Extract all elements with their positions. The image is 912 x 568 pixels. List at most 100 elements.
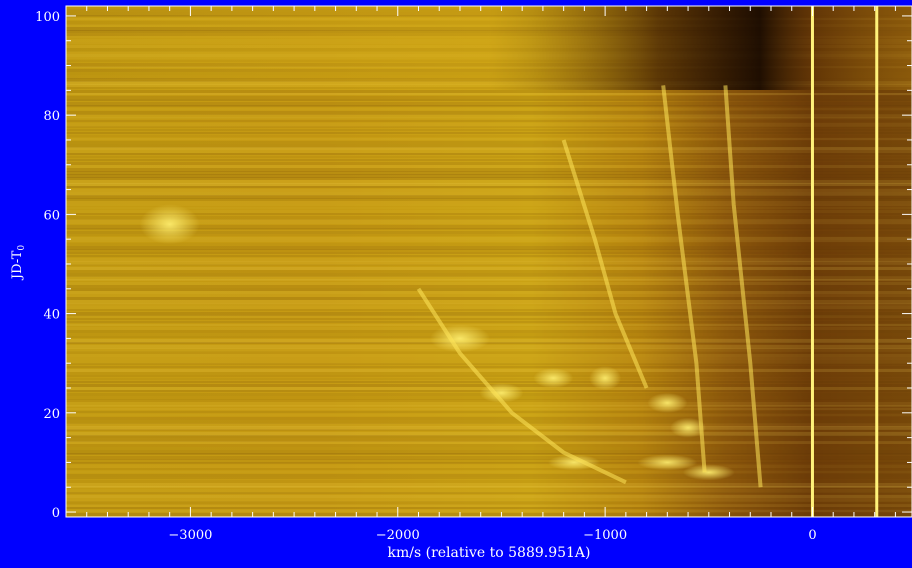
x-tick-label: −3000 <box>168 528 212 543</box>
heatmap-stripe <box>66 417 912 420</box>
heatmap-stripe <box>66 276 912 280</box>
emission-feature <box>548 454 601 471</box>
heatmap-stripe <box>66 288 912 291</box>
heatmap-stripe <box>66 225 912 229</box>
heatmap-stripe <box>66 480 912 483</box>
heatmap-stripe <box>66 498 912 502</box>
heatmap-stripe <box>66 423 912 427</box>
heatmap-stripe <box>66 369 912 372</box>
heatmap-stripe <box>66 363 912 365</box>
heatmap-stripe <box>66 240 912 242</box>
heatmap-stripe <box>66 201 912 204</box>
heatmap-stripe <box>66 426 912 430</box>
heatmap-stripe <box>66 429 912 431</box>
heatmap-stripe <box>66 231 912 234</box>
heatmap-stripe <box>66 315 912 318</box>
y-tick-label: 60 <box>43 208 60 223</box>
y-axis-label: JD-T0 <box>10 245 27 281</box>
heatmap-stripe <box>66 189 912 192</box>
heatmap-stripe <box>66 219 912 222</box>
heatmap-stripe <box>66 504 912 507</box>
heatmap-stripe <box>66 90 912 93</box>
heatmap-stripe <box>66 261 912 265</box>
heatmap-stripe <box>66 435 912 438</box>
heatmap-stripe <box>66 102 912 106</box>
heatmap-stripe <box>66 114 912 118</box>
heatmap-stripe <box>66 282 912 285</box>
y-tick-label: 100 <box>35 10 60 25</box>
heatmap-stripe <box>66 198 912 201</box>
heatmap-stripe <box>66 324 912 326</box>
heatmap-stripe <box>66 171 912 175</box>
heatmap-stripe <box>66 291 912 294</box>
heatmap-stripe <box>66 360 912 364</box>
heatmap-stripe <box>66 228 912 230</box>
emission-feature <box>670 417 707 438</box>
heatmap-stripe <box>66 255 912 257</box>
heatmap-stripe <box>66 105 912 107</box>
heatmap-stripe <box>66 279 912 281</box>
heatmap-stripe <box>66 168 912 172</box>
emission-feature <box>139 204 200 245</box>
y-axis: 0 20 40 60 80 100 <box>35 10 912 521</box>
heatmap-stripe <box>66 492 912 494</box>
heatmap-stripe <box>66 246 912 250</box>
y-tick-label: 20 <box>43 407 60 422</box>
heatmap-stripe <box>66 162 912 165</box>
heatmap-stripe <box>66 405 912 407</box>
emission-streak <box>416 287 627 485</box>
emission-streak <box>723 85 763 488</box>
heatmap-stripe <box>66 381 912 383</box>
heatmap-stripe <box>66 210 912 213</box>
heatmap-stripe <box>66 165 912 168</box>
heatmap-stripe <box>66 411 912 413</box>
heatmap-stripe <box>66 459 912 463</box>
heatmap-stripe <box>66 477 912 479</box>
heatmap-stripe <box>66 438 912 442</box>
vertical-lines <box>810 6 879 517</box>
heatmap-stripe <box>66 132 912 134</box>
heatmap-stripe <box>66 141 912 144</box>
heatmap-stripe <box>66 96 912 99</box>
heatmap-stripe <box>66 300 912 304</box>
heatmap-stripe <box>66 474 912 477</box>
heatmap-stripe <box>66 366 912 368</box>
heatmap-stripe <box>66 237 912 240</box>
heatmap-stripe <box>66 207 912 209</box>
heatmap-stripe <box>66 234 912 236</box>
heatmap-stripe <box>66 333 912 336</box>
heatmap-stripe <box>66 180 912 184</box>
heatmap-stripe <box>66 483 912 487</box>
heatmap-stripe <box>66 513 912 517</box>
heatmap-stripe <box>66 441 912 444</box>
heatmap-stripe <box>66 126 912 128</box>
heatmap-stripe <box>66 420 912 424</box>
y-axis-label-subscript: 0 <box>17 245 27 251</box>
heatmap-stripe <box>66 453 912 455</box>
heatmap-stripe <box>66 327 912 330</box>
heatmap-stripe <box>66 150 912 153</box>
heatmap-area <box>66 6 912 517</box>
heatmap-stripe <box>66 153 912 155</box>
heatmap-stripe <box>66 489 912 493</box>
y-tick-label: 80 <box>43 109 60 124</box>
heatmap-stripe <box>66 138 912 140</box>
plot-frame <box>65 5 912 518</box>
x-tick-label: −1000 <box>583 528 627 543</box>
heatmap-stripe <box>66 183 912 186</box>
heatmap-stripe <box>66 285 912 288</box>
heatmap-stripe <box>66 144 912 148</box>
heatmap-stripe <box>66 222 912 224</box>
heatmap-stripe <box>66 510 912 512</box>
heatmap-features <box>139 85 763 488</box>
heatmap-stripe <box>66 177 912 180</box>
heatmap-stripe <box>66 330 912 333</box>
emission-feature <box>589 366 622 391</box>
heatmap-stripe <box>66 402 912 406</box>
heatmap-stripe <box>66 294 912 297</box>
heatmap-stripe <box>66 111 912 115</box>
heatmap-stripe <box>66 213 912 215</box>
heatmap-dark-top-band <box>66 6 912 90</box>
heatmap-stripe <box>66 267 912 270</box>
